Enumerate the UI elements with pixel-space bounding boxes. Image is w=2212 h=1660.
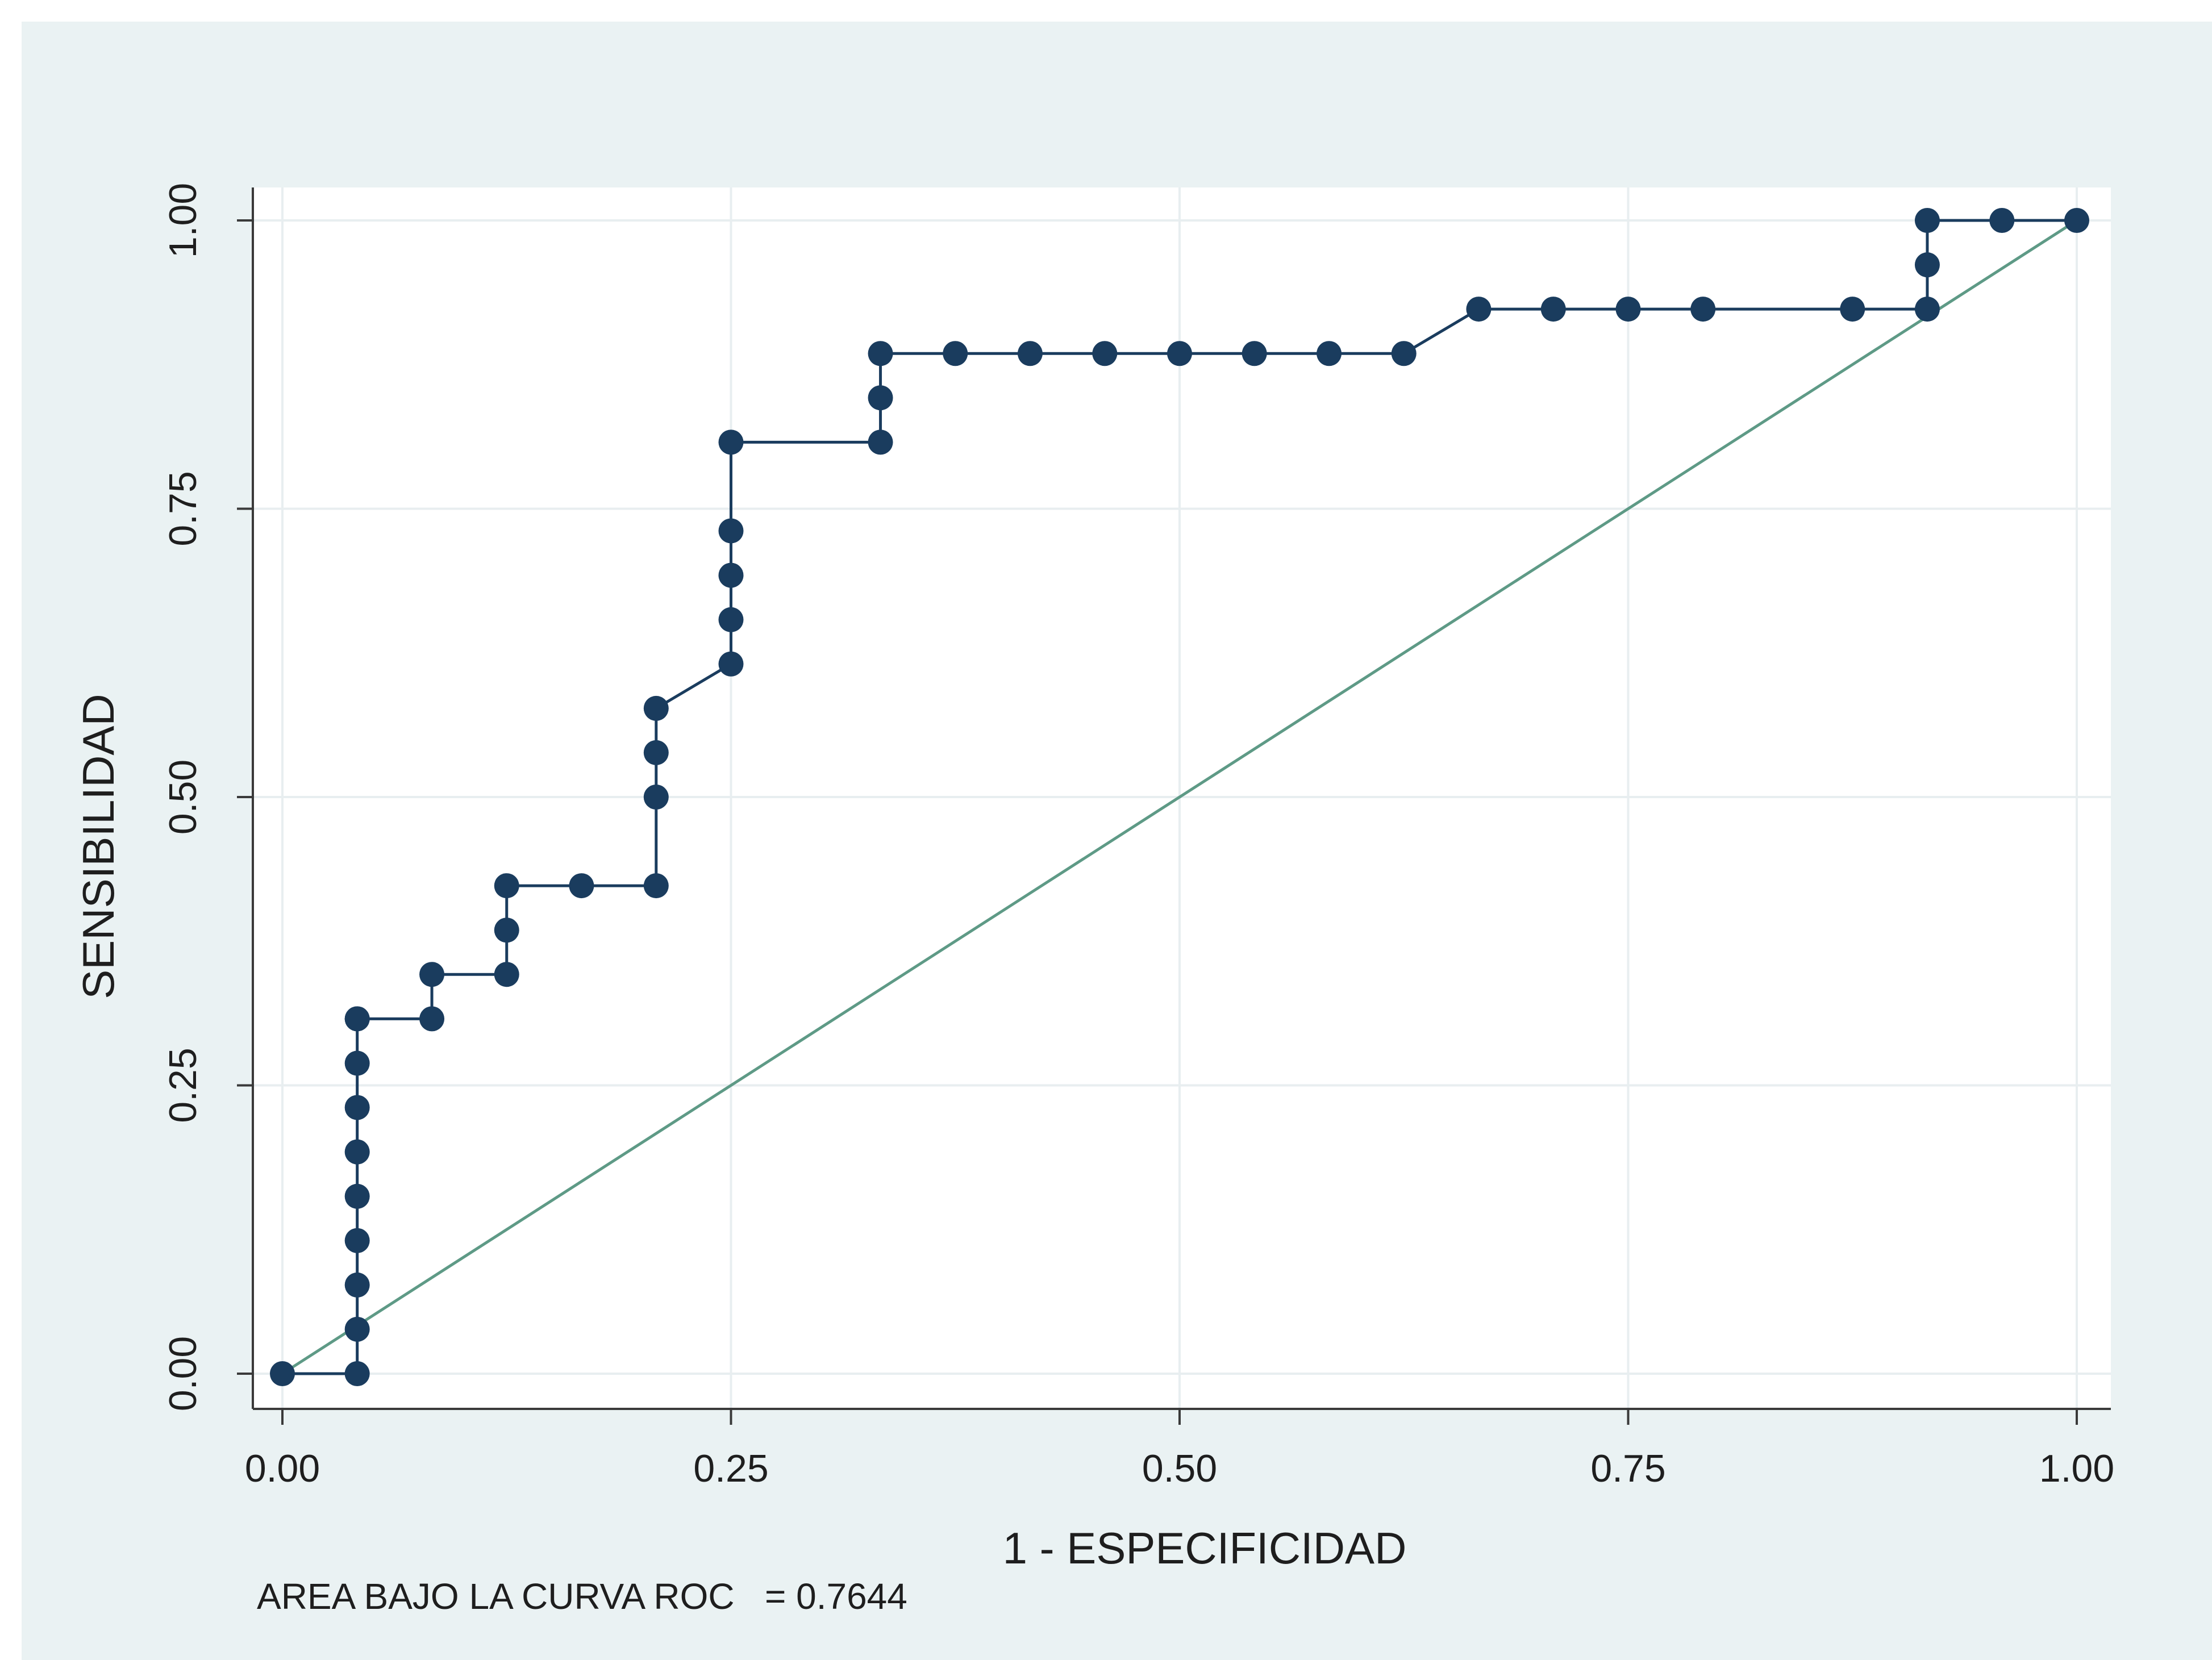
roc-point-1 bbox=[344, 1361, 370, 1386]
roc-point-27 bbox=[868, 385, 893, 411]
x-axis-label: 1 - ESPECIFICIDAD bbox=[1003, 1523, 1407, 1573]
roc-point-21 bbox=[718, 651, 744, 677]
roc-point-33 bbox=[1242, 341, 1267, 366]
roc-point-26 bbox=[868, 429, 893, 455]
roc-point-43 bbox=[1914, 208, 1940, 233]
roc-point-23 bbox=[718, 562, 744, 588]
roc-point-16 bbox=[569, 873, 594, 899]
y-tick-labels: 0.00 0.25 0.50 0.75 1.00 bbox=[161, 183, 205, 1411]
roc-point-18 bbox=[643, 785, 669, 810]
roc-point-6 bbox=[344, 1139, 370, 1165]
roc-point-39 bbox=[1690, 297, 1716, 322]
y-tick-label-4: 1.00 bbox=[161, 183, 205, 258]
roc-point-19 bbox=[643, 740, 669, 765]
roc-point-45 bbox=[2064, 208, 2089, 233]
roc-point-10 bbox=[344, 1006, 370, 1032]
roc-point-20 bbox=[643, 695, 669, 721]
roc-points bbox=[270, 208, 2089, 1386]
roc-point-3 bbox=[344, 1272, 370, 1298]
roc-point-31 bbox=[1092, 341, 1118, 366]
roc-point-7 bbox=[344, 1095, 370, 1120]
roc-point-30 bbox=[1017, 341, 1043, 366]
roc-point-5 bbox=[344, 1183, 370, 1209]
roc-point-12 bbox=[419, 962, 445, 987]
roc-point-4 bbox=[344, 1228, 370, 1253]
x-tick-label-2: 0.50 bbox=[1142, 1447, 1217, 1490]
y-tick-label-0: 0.00 bbox=[161, 1336, 205, 1411]
auc-note: AREA BAJO LA CURVA ROC = 0.7644 bbox=[257, 1576, 907, 1617]
roc-point-13 bbox=[494, 962, 519, 987]
roc-point-2 bbox=[344, 1316, 370, 1342]
roc-point-17 bbox=[643, 873, 669, 899]
x-tick-label-3: 0.75 bbox=[1590, 1447, 1665, 1490]
roc-point-29 bbox=[943, 341, 968, 366]
x-tick-label-4: 1.00 bbox=[2039, 1447, 2114, 1490]
roc-point-14 bbox=[494, 917, 519, 943]
roc-point-38 bbox=[1615, 297, 1641, 322]
y-tick-label-2: 0.50 bbox=[161, 760, 205, 835]
roc-point-8 bbox=[344, 1050, 370, 1076]
roc-point-36 bbox=[1466, 297, 1492, 322]
roc-point-32 bbox=[1167, 341, 1192, 366]
x-tick-labels: 0.00 0.25 0.50 0.75 1.00 bbox=[245, 1447, 2114, 1490]
roc-point-35 bbox=[1391, 341, 1417, 366]
roc-point-25 bbox=[718, 429, 744, 455]
y-tick-label-3: 0.75 bbox=[161, 471, 205, 546]
reference-line bbox=[281, 219, 2078, 1375]
roc-point-24 bbox=[718, 518, 744, 544]
roc-point-15 bbox=[494, 873, 519, 899]
y-ticks bbox=[237, 219, 253, 1375]
roc-point-42 bbox=[1914, 252, 1940, 278]
roc-point-22 bbox=[718, 607, 744, 632]
roc-point-37 bbox=[1540, 297, 1566, 322]
x-tick-label-0: 0.00 bbox=[245, 1447, 320, 1490]
y-axis-label: SENSIBILIDAD bbox=[73, 694, 123, 999]
roc-point-0 bbox=[270, 1361, 295, 1386]
x-ticks bbox=[281, 1409, 2078, 1425]
roc-point-44 bbox=[1989, 208, 2015, 233]
roc-point-11 bbox=[419, 1006, 445, 1032]
roc-point-40 bbox=[1840, 297, 1865, 322]
roc-point-34 bbox=[1317, 341, 1342, 366]
roc-point-28 bbox=[868, 341, 893, 366]
y-tick-label-1: 0.25 bbox=[161, 1048, 205, 1123]
roc-point-41 bbox=[1914, 297, 1940, 322]
x-tick-label-1: 0.25 bbox=[693, 1447, 768, 1490]
